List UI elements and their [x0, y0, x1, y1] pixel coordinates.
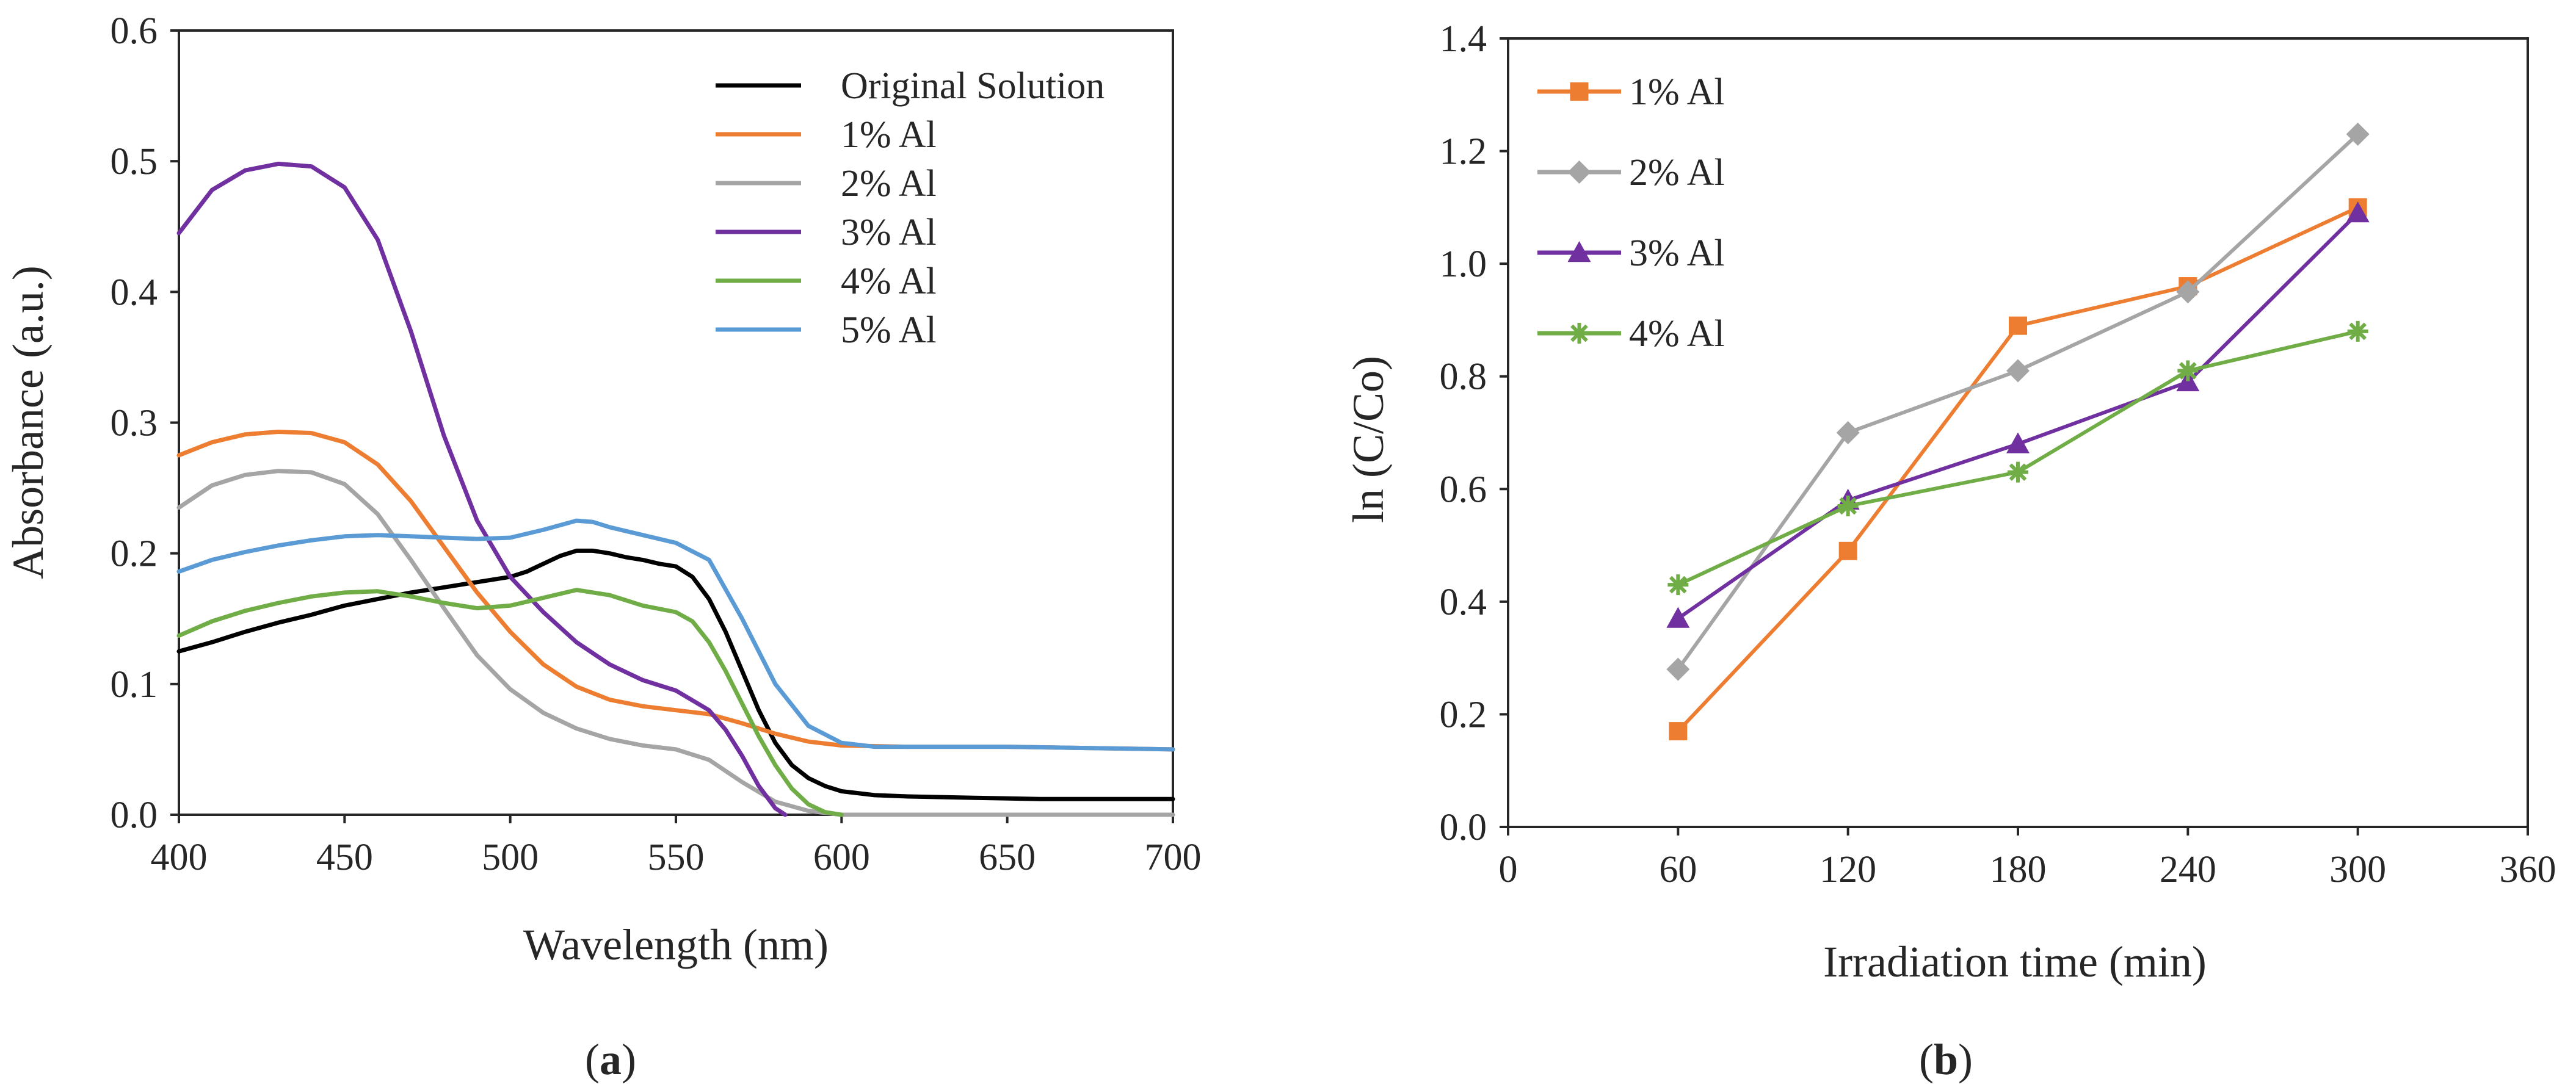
- x-tick-label: 240: [2160, 849, 2216, 890]
- series-line-1-al: [176, 430, 1175, 752]
- y-tick-label: 1.0: [1440, 244, 1487, 285]
- legend-marker: [1567, 161, 1591, 184]
- x-tick-label: 180: [1990, 849, 2047, 890]
- panel-label-paren: ): [622, 1035, 636, 1084]
- data-point-marker: [2008, 461, 2028, 483]
- series-line-3-al: [176, 161, 788, 817]
- legend-marker: [1567, 241, 1591, 262]
- y-tick-label: 0.1: [111, 664, 158, 706]
- y-tick-label: 0.0: [111, 795, 158, 836]
- legend-label: 2% Al: [1629, 152, 1725, 193]
- data-point-marker: [2176, 280, 2200, 304]
- series-line-2-al: [176, 469, 1175, 817]
- panel-label: (a): [585, 1035, 636, 1084]
- legend-marker: [1569, 323, 1590, 344]
- data-point-marker: [2006, 359, 2030, 383]
- legend-label: 1% Al: [841, 114, 937, 156]
- series-line-original-solution: [176, 548, 1175, 801]
- y-tick-label: 0.6: [111, 10, 158, 52]
- data-point-marker: [1666, 607, 1690, 628]
- x-axis-title: Wavelength (nm): [523, 920, 829, 969]
- panel-label-paren: ): [1958, 1035, 1973, 1084]
- x-tick-label: 60: [1659, 849, 1697, 890]
- y-tick-label: 0.3: [111, 403, 158, 444]
- data-point-marker: [2006, 432, 2030, 453]
- series-line-4-al: [176, 588, 844, 817]
- data-point-marker: [1836, 421, 1860, 444]
- panel-b-chart: 0 60 120 180 240 300 360 0.0 0.2 0.4 0.6 0.8 1.0 1.2 1…: [1344, 18, 2556, 1084]
- legend-label: 3% Al: [1629, 233, 1725, 274]
- x-tick-label: 300: [2329, 849, 2386, 890]
- y-tick-label: 0.6: [1440, 469, 1487, 510]
- legend-label: 4% Al: [1629, 313, 1725, 355]
- y-axis-title: ln (C/Co): [1344, 356, 1393, 523]
- x-tick-label: 360: [2500, 849, 2556, 890]
- data-point-marker: [1837, 495, 1859, 516]
- legend-label: 4% Al: [841, 261, 937, 302]
- x-tick-label: 500: [482, 837, 539, 878]
- x-tick-label: 450: [316, 837, 373, 878]
- data-point-marker: [2177, 360, 2199, 381]
- y-tick-label: 1.2: [1440, 131, 1487, 173]
- data-point-marker: [1669, 722, 1688, 741]
- legend-label: 1% Al: [1629, 71, 1725, 113]
- y-axis-title: Absorbance (a.u.): [4, 265, 53, 579]
- y-tick-label: 1.4: [1440, 18, 1487, 60]
- x-tick-label: 650: [979, 837, 1036, 878]
- y-tick-label: 0.4: [111, 272, 158, 313]
- data-point-marker: [2346, 122, 2370, 146]
- data-point-marker: [1666, 657, 1690, 681]
- legend-label: 3% Al: [841, 212, 937, 253]
- x-tick-label: 0: [1499, 849, 1518, 890]
- legend-label: 2% Al: [841, 163, 937, 204]
- y-tick-label: 0.0: [1440, 807, 1487, 848]
- panel-label-letter: b: [1934, 1035, 1958, 1084]
- x-tick-label: 550: [648, 837, 705, 878]
- y-tick-label: 0.4: [1440, 582, 1487, 623]
- panel-label-letter: a: [600, 1035, 622, 1084]
- x-tick-label: 700: [1145, 837, 1202, 878]
- panel-label-paren: (: [1919, 1035, 1934, 1084]
- y-tick-label: 0.5: [111, 141, 158, 182]
- x-tick-label: 600: [813, 837, 870, 878]
- x-tick-label: 120: [1820, 849, 1876, 890]
- data-point-marker: [2347, 320, 2368, 342]
- data-point-marker: [2346, 201, 2370, 223]
- data-point-marker: [1667, 574, 1689, 596]
- x-tick-label: 400: [151, 837, 208, 878]
- series-line-2-al: [1676, 132, 2360, 671]
- y-tick-label: 0.2: [1440, 694, 1487, 735]
- plot-frame: [178, 29, 1174, 816]
- legend-label: Original Solution: [841, 65, 1105, 107]
- series-line-3-al: [1676, 211, 2360, 621]
- x-axis-title: Irradiation time (min): [1823, 937, 2207, 986]
- y-tick-label: 0.2: [111, 533, 158, 575]
- y-tick-label: 0.8: [1440, 356, 1487, 398]
- panel-a-chart: 400 450 500 550 600 650 700 0.0 0.1 0.2 0.3 0.4 0.5 0…: [4, 10, 1202, 1084]
- legend-label: 5% Al: [841, 309, 937, 351]
- panel-label-paren: (: [585, 1035, 600, 1084]
- series-line-5-al: [176, 518, 1175, 752]
- legend-marker: [1570, 82, 1589, 101]
- data-point-marker: [1838, 541, 1857, 560]
- panel-label: (b): [1919, 1035, 1973, 1084]
- data-point-marker: [2009, 316, 2027, 335]
